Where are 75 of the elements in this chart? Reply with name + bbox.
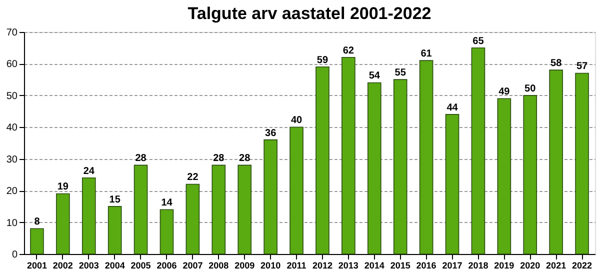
x-tick-label: 2022	[572, 260, 592, 270]
bar	[342, 56, 356, 254]
x-tick-label: 2005	[130, 260, 151, 270]
x-tick-label: 2002	[52, 260, 73, 270]
data-label: 24	[83, 166, 95, 177]
data-label: 59	[316, 54, 328, 66]
data-label: 62	[342, 45, 354, 56]
data-label: 28	[239, 153, 251, 164]
y-tick-label: 60	[6, 59, 18, 70]
x-tick-label: 2020	[520, 260, 540, 270]
data-label: 54	[368, 70, 380, 82]
bar	[212, 164, 226, 254]
x-tick-label: 2018	[468, 260, 488, 270]
bar	[56, 193, 70, 254]
x-tick-label: 2011	[286, 260, 306, 270]
x-tick-label: 2012	[312, 260, 332, 270]
data-label: 8	[34, 216, 40, 228]
x-tick-label: 2015	[390, 260, 410, 270]
x-tick-label: 2007	[182, 260, 203, 270]
bar	[160, 209, 174, 254]
data-label: 28	[135, 153, 147, 164]
bar	[549, 70, 563, 254]
x-tick-label: 2010	[260, 260, 281, 270]
bar	[238, 164, 252, 254]
y-tick-label: 20	[6, 186, 18, 198]
x-tick-label: 2009	[234, 260, 255, 270]
bar	[497, 98, 512, 254]
y-tick-label: 0	[12, 250, 18, 260]
bar	[82, 177, 96, 254]
y-tick-label: 30	[6, 154, 18, 166]
bar	[471, 47, 486, 254]
data-label: 28	[213, 153, 225, 164]
x-tick-label: 2003	[78, 260, 99, 270]
data-label: 15	[109, 194, 121, 206]
data-label: 50	[524, 83, 536, 94]
x-tick-label: 2006	[156, 260, 177, 270]
x-tick-label: 2001	[26, 260, 47, 270]
data-label: 36	[265, 128, 277, 139]
x-tick-label: 2021	[546, 260, 566, 270]
bar	[186, 184, 200, 254]
data-label: 55	[394, 68, 406, 79]
bar	[108, 206, 122, 254]
data-label: 22	[187, 172, 199, 184]
x-tick-label: 2016	[416, 260, 436, 270]
data-label: 44	[446, 102, 458, 114]
y-tick-label: 50	[6, 90, 18, 102]
x-tick-label: 2008	[208, 260, 229, 270]
y-tick-label: 40	[6, 122, 18, 134]
bar	[134, 164, 148, 254]
x-tick-label: 2019	[494, 260, 514, 270]
bar	[393, 79, 408, 254]
bar	[575, 72, 589, 254]
x-tick-label: 2014	[364, 260, 384, 270]
data-label: 65	[472, 36, 484, 47]
x-tick-label: 2004	[104, 260, 125, 270]
y-tick-label: 10	[6, 218, 18, 229]
data-label: 40	[290, 115, 303, 126]
data-label: 14	[161, 198, 173, 209]
data-label: 19	[57, 182, 69, 193]
bar	[30, 228, 44, 254]
y-tick-label: 70	[6, 28, 18, 38]
data-label: 61	[420, 48, 432, 60]
bar	[419, 60, 434, 254]
bar	[290, 126, 304, 254]
x-tick-label: 2017	[442, 260, 462, 270]
bar	[445, 114, 460, 254]
x-tick-label: 2013	[338, 260, 358, 270]
data-label: 58	[550, 58, 562, 70]
bar	[523, 95, 538, 254]
bar	[316, 66, 330, 254]
chart-title: Talgute arv aastatel 2001-2022	[188, 4, 432, 23]
bar	[367, 82, 382, 254]
data-label: 49	[498, 86, 510, 98]
data-label: 57	[576, 61, 588, 72]
bar	[264, 139, 278, 254]
